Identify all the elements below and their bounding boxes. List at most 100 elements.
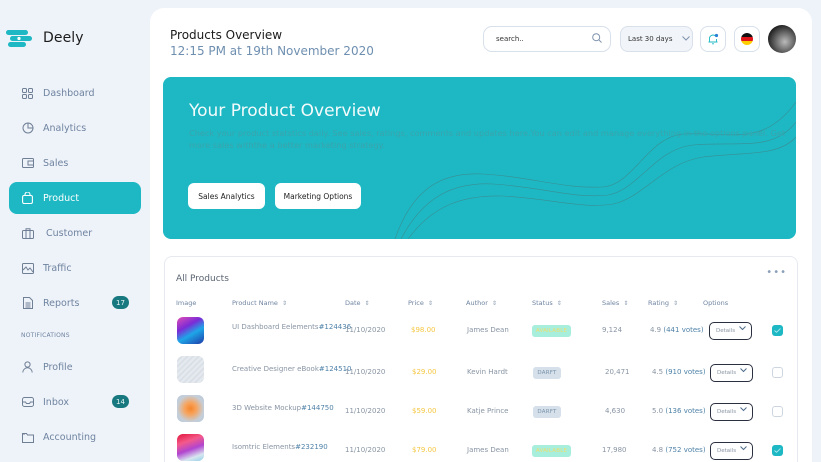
details-dropdown[interactable]: Details — [710, 403, 753, 421]
notifications-button[interactable] — [700, 26, 726, 52]
sidebar-item-label: Traffic — [43, 262, 72, 274]
sidebar-item-label: Customer — [46, 227, 93, 239]
sidebar-item-accounting[interactable]: Accounting — [9, 421, 141, 453]
notifications-section-label: NOTIFICATIONS — [21, 332, 70, 339]
row-checkbox[interactable] — [772, 367, 783, 378]
status-badge: DARFT — [533, 367, 561, 379]
product-author: Kevin Hardt — [467, 368, 508, 376]
sidebar-item-label: Analytics — [43, 122, 87, 134]
sort-icon: ⇕ — [556, 299, 562, 307]
column-header-sales[interactable]: Sales ⇕ — [602, 299, 629, 307]
column-header-author[interactable]: Author ⇕ — [466, 299, 497, 307]
sidebar-item-label: Sales — [43, 157, 69, 169]
sidebar-item-label: Reports — [43, 297, 80, 309]
product-price: $59.00 — [412, 407, 437, 415]
chevron-down-icon — [739, 326, 746, 333]
page-title: Products Overview — [170, 28, 283, 42]
product-author: Katje Prince — [467, 407, 509, 415]
sort-icon: ⇕ — [672, 299, 678, 307]
user-icon — [21, 361, 34, 374]
product-author: James Dean — [467, 326, 509, 334]
product-sales: 20,471 — [605, 368, 630, 376]
sort-icon: ⇕ — [364, 299, 370, 307]
hero-description: Check your product statstics daily. See … — [189, 128, 786, 150]
search-icon[interactable] — [592, 33, 602, 45]
briefcase-icon — [21, 227, 34, 240]
sidebar-item-reports[interactable]: Reports 17 — [9, 287, 141, 319]
column-header-rating[interactable]: Rating ⇕ — [648, 299, 678, 307]
document-icon — [21, 297, 34, 310]
chevron-down-icon — [740, 368, 747, 375]
product-author: James Dean — [467, 446, 509, 454]
product-thumbnail[interactable] — [177, 317, 204, 344]
sort-icon: ⇕ — [427, 299, 433, 307]
details-dropdown[interactable]: Details — [710, 364, 753, 382]
sidebar-item-sales[interactable]: Sales — [9, 147, 141, 179]
product-name[interactable]: UI Dashboard Eelements#124436 — [232, 323, 352, 331]
product-price: $29.00 — [412, 368, 437, 376]
bell-icon — [708, 33, 719, 45]
row-checkbox[interactable] — [772, 325, 783, 336]
sidebar-item-customer[interactable]: Customer — [9, 217, 141, 249]
row-checkbox[interactable] — [772, 406, 783, 417]
app-name: Deely — [43, 30, 84, 46]
products-title: All Products — [176, 274, 229, 284]
hero-title: Your Product Overview — [189, 101, 381, 121]
product-name[interactable]: Isomtric Elements#232190 — [232, 443, 328, 451]
details-dropdown[interactable]: Details — [709, 322, 752, 340]
sidebar-item-analytics[interactable]: Analytics — [9, 112, 141, 144]
product-thumbnail[interactable] — [177, 356, 204, 383]
product-thumbnail[interactable] — [177, 395, 204, 422]
date-range-value: Last 30 days — [628, 35, 673, 43]
grid-icon — [21, 87, 34, 100]
column-header-status[interactable]: Status ⇕ — [532, 299, 562, 307]
page-timestamp: 12:15 PM at 19th November 2020 — [170, 44, 374, 58]
details-dropdown[interactable]: Details — [710, 442, 753, 460]
product-date: 11/10/2020 — [345, 407, 386, 415]
row-checkbox[interactable] — [772, 445, 783, 456]
product-name[interactable]: 3D Website Mockup#144750 — [232, 404, 334, 412]
decorative-waves — [394, 101, 796, 239]
product-rating: 4.9 (441 votes) — [650, 326, 704, 334]
product-thumbnail[interactable] — [177, 434, 204, 461]
deely-logo-icon — [6, 30, 32, 47]
column-header-date[interactable]: Date ⇕ — [345, 299, 370, 307]
product-overview-banner: Your Product Overview Check your product… — [163, 77, 796, 239]
product-price: $79.00 — [412, 446, 437, 454]
product-rating: 4.8 (752 votes) — [652, 446, 706, 454]
marketing-options-button[interactable]: Marketing Options — [275, 183, 361, 209]
date-range-dropdown[interactable]: Last 30 days — [620, 26, 693, 52]
sidebar-item-profile[interactable]: Profile — [9, 351, 141, 383]
image-chart-icon — [21, 262, 34, 275]
search-placeholder: search.. — [496, 35, 524, 43]
germany-flag-icon — [741, 33, 753, 45]
sidebar-item-inbox[interactable]: Inbox 14 — [9, 386, 141, 418]
sidebar-item-product[interactable]: Product — [9, 182, 141, 214]
sales-analytics-button[interactable]: Sales Analytics — [188, 183, 265, 209]
more-options-icon[interactable]: ••• — [766, 267, 787, 278]
search-input[interactable]: search.. — [483, 26, 611, 52]
sidebar-item-label: Profile — [43, 361, 73, 373]
language-button[interactable] — [734, 26, 760, 52]
checkmark-icon — [774, 448, 781, 453]
column-header-image: Image — [176, 299, 197, 307]
sort-icon: ⇕ — [623, 299, 629, 307]
reports-count-badge: 17 — [112, 296, 129, 309]
logo[interactable]: Deely — [6, 28, 84, 48]
column-header-product-name[interactable]: Product Name ⇕ — [232, 299, 287, 307]
table-row: UI Dashboard Eelements#124436 11/10/2020… — [165, 317, 797, 356]
sidebar-item-label: Product — [43, 192, 80, 204]
folder-icon — [21, 431, 34, 444]
product-sales: 4,630 — [605, 407, 626, 415]
sidebar-item-dashboard[interactable]: Dashboard — [9, 77, 141, 109]
product-rating: 4.5 (910 votes) — [652, 368, 706, 376]
product-date: 11/10/2020 — [345, 326, 386, 334]
status-badge: AVAILABLE — [532, 325, 571, 337]
pie-chart-icon — [21, 122, 34, 135]
all-products-card: All Products ••• Image Product Name ⇕ Dat… — [164, 256, 798, 462]
column-header-price[interactable]: Price ⇕ — [408, 299, 433, 307]
sidebar-item-traffic[interactable]: Traffic — [9, 252, 141, 284]
user-avatar[interactable] — [768, 25, 796, 53]
sort-icon: ⇕ — [281, 299, 287, 307]
product-name[interactable]: Creative Designer eBook#124510 — [232, 365, 352, 373]
